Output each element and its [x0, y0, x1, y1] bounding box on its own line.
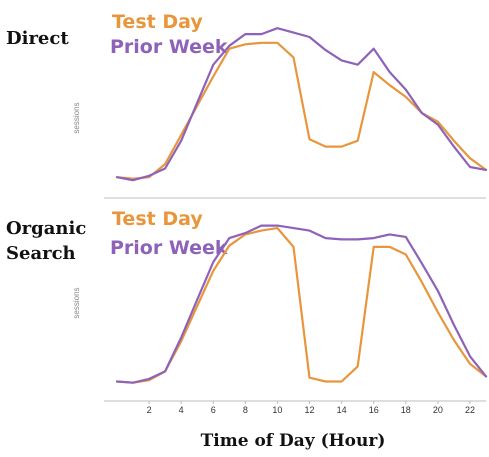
x-axis-title: Time of Day (Hour) [201, 431, 386, 451]
x-tick-label: 18 [401, 405, 411, 415]
series-line-prior-week [115, 27, 488, 182]
y-axis-label: sessions [72, 287, 81, 318]
legend-test-day: Test Day [112, 11, 203, 33]
series-line-test-day [115, 41, 488, 180]
series-line-prior-week [115, 224, 488, 384]
x-tick-label: 4 [179, 405, 184, 415]
x-tick-label: 6 [211, 405, 216, 415]
x-tick-label: 10 [272, 405, 282, 415]
x-tick-label: 14 [337, 405, 347, 415]
x-tick-label: 20 [433, 405, 443, 415]
panel-1-plot [115, 27, 488, 182]
x-tick-label: 2 [147, 405, 152, 415]
x-tick-label: 12 [305, 405, 315, 415]
panel-label-direct: Direct [6, 28, 69, 49]
x-axis-ticks: 2 4 6 8 10 12 14 16 18 20 22 [147, 401, 475, 415]
series-line-test-day [115, 227, 488, 384]
y-axis-label: sessions [72, 102, 81, 133]
x-tick-label: 22 [465, 405, 475, 415]
panel-label-organic: Organic Search [6, 218, 93, 264]
x-tick-label: 16 [369, 405, 379, 415]
legend-prior-week: Prior Week [110, 36, 228, 58]
legend-test-day: Test Day [112, 208, 203, 230]
x-tick-label: 8 [243, 405, 248, 415]
panel-2-plot [115, 224, 488, 384]
legend-prior-week: Prior Week [110, 237, 228, 259]
